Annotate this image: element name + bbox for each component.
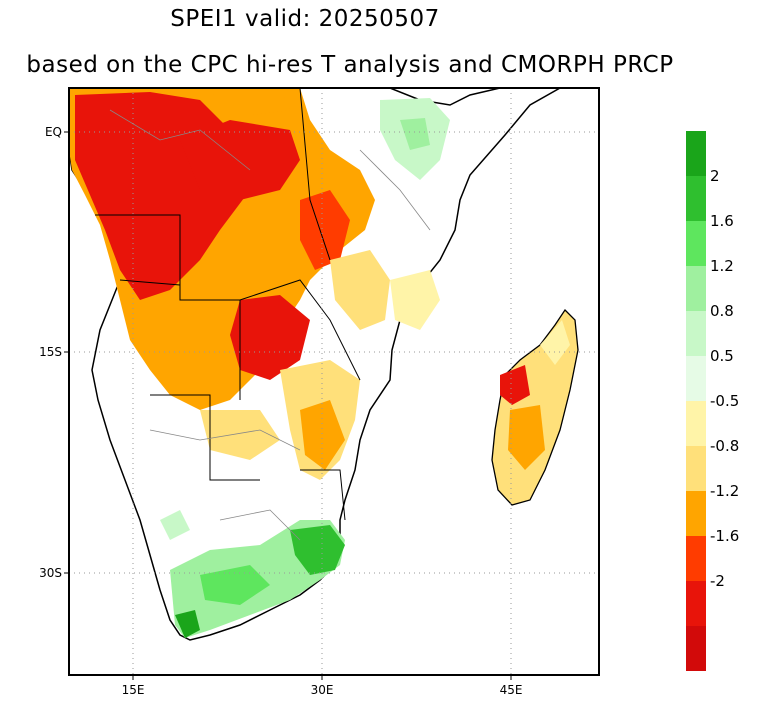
colorbar-swatch-wet-1 <box>686 176 706 221</box>
graticule <box>69 88 599 675</box>
colorbar-swatch-dry-0 <box>686 401 706 446</box>
colorbar-swatch-wet-4 <box>686 311 706 356</box>
colorbar-swatch-dry-4 <box>686 581 706 626</box>
colorbar-swatch-dry-2 <box>686 491 706 536</box>
lat-label-15s: 15S <box>39 345 62 359</box>
axis-ticks <box>64 131 512 680</box>
province-borders <box>109 109 431 541</box>
colorbar-label-dry-4: -2 <box>710 572 725 590</box>
colorbar-label-wet-2: 1.6 <box>710 212 734 230</box>
lat-label-30s: 30S <box>39 566 62 580</box>
colorbar-swatch-wet-2 <box>686 221 706 266</box>
map-subtitle: based on the CPC hi-res T analysis and C… <box>26 52 674 78</box>
lon-label-30e: 30E <box>311 683 334 697</box>
colorbar-label-dry-1: -0.8 <box>710 437 739 455</box>
colorbar-label-dry-3: -1.6 <box>710 527 739 545</box>
colorbar-label-wet-4: 0.8 <box>710 302 734 320</box>
colorbar-label-wet-5: 0.5 <box>710 347 734 365</box>
colorbar-swatch-dry-3 <box>686 536 706 581</box>
lon-label-15e: 15E <box>122 683 145 697</box>
colorbar-legend: 2 1.6 1.2 0.8 0.5 -0.5 -0.8 -1.2 -1.6 -2 <box>686 131 739 671</box>
lat-label-eq: EQ <box>45 125 62 139</box>
map-title: SPEI1 valid: 20250507 <box>170 6 440 32</box>
colorbar-swatch-dry-1 <box>686 446 706 491</box>
map-area <box>69 88 599 675</box>
colorbar-label-dry-2: -1.2 <box>710 482 739 500</box>
colorbar-swatch-dry-5 <box>686 626 706 671</box>
colorbar-swatch-wet-0 <box>686 131 706 176</box>
map-frame <box>68 87 600 676</box>
colorbar-label-wet-3: 1.2 <box>710 257 734 275</box>
colorbar-swatch-wet-5 <box>686 356 706 401</box>
colorbar-swatch-wet-3 <box>686 266 706 311</box>
country-borders <box>95 88 361 521</box>
colorbar-label-dry-0: -0.5 <box>710 392 739 410</box>
colorbar-label-wet-1: 2 <box>710 167 720 185</box>
lon-label-45e: 45E <box>500 683 523 697</box>
